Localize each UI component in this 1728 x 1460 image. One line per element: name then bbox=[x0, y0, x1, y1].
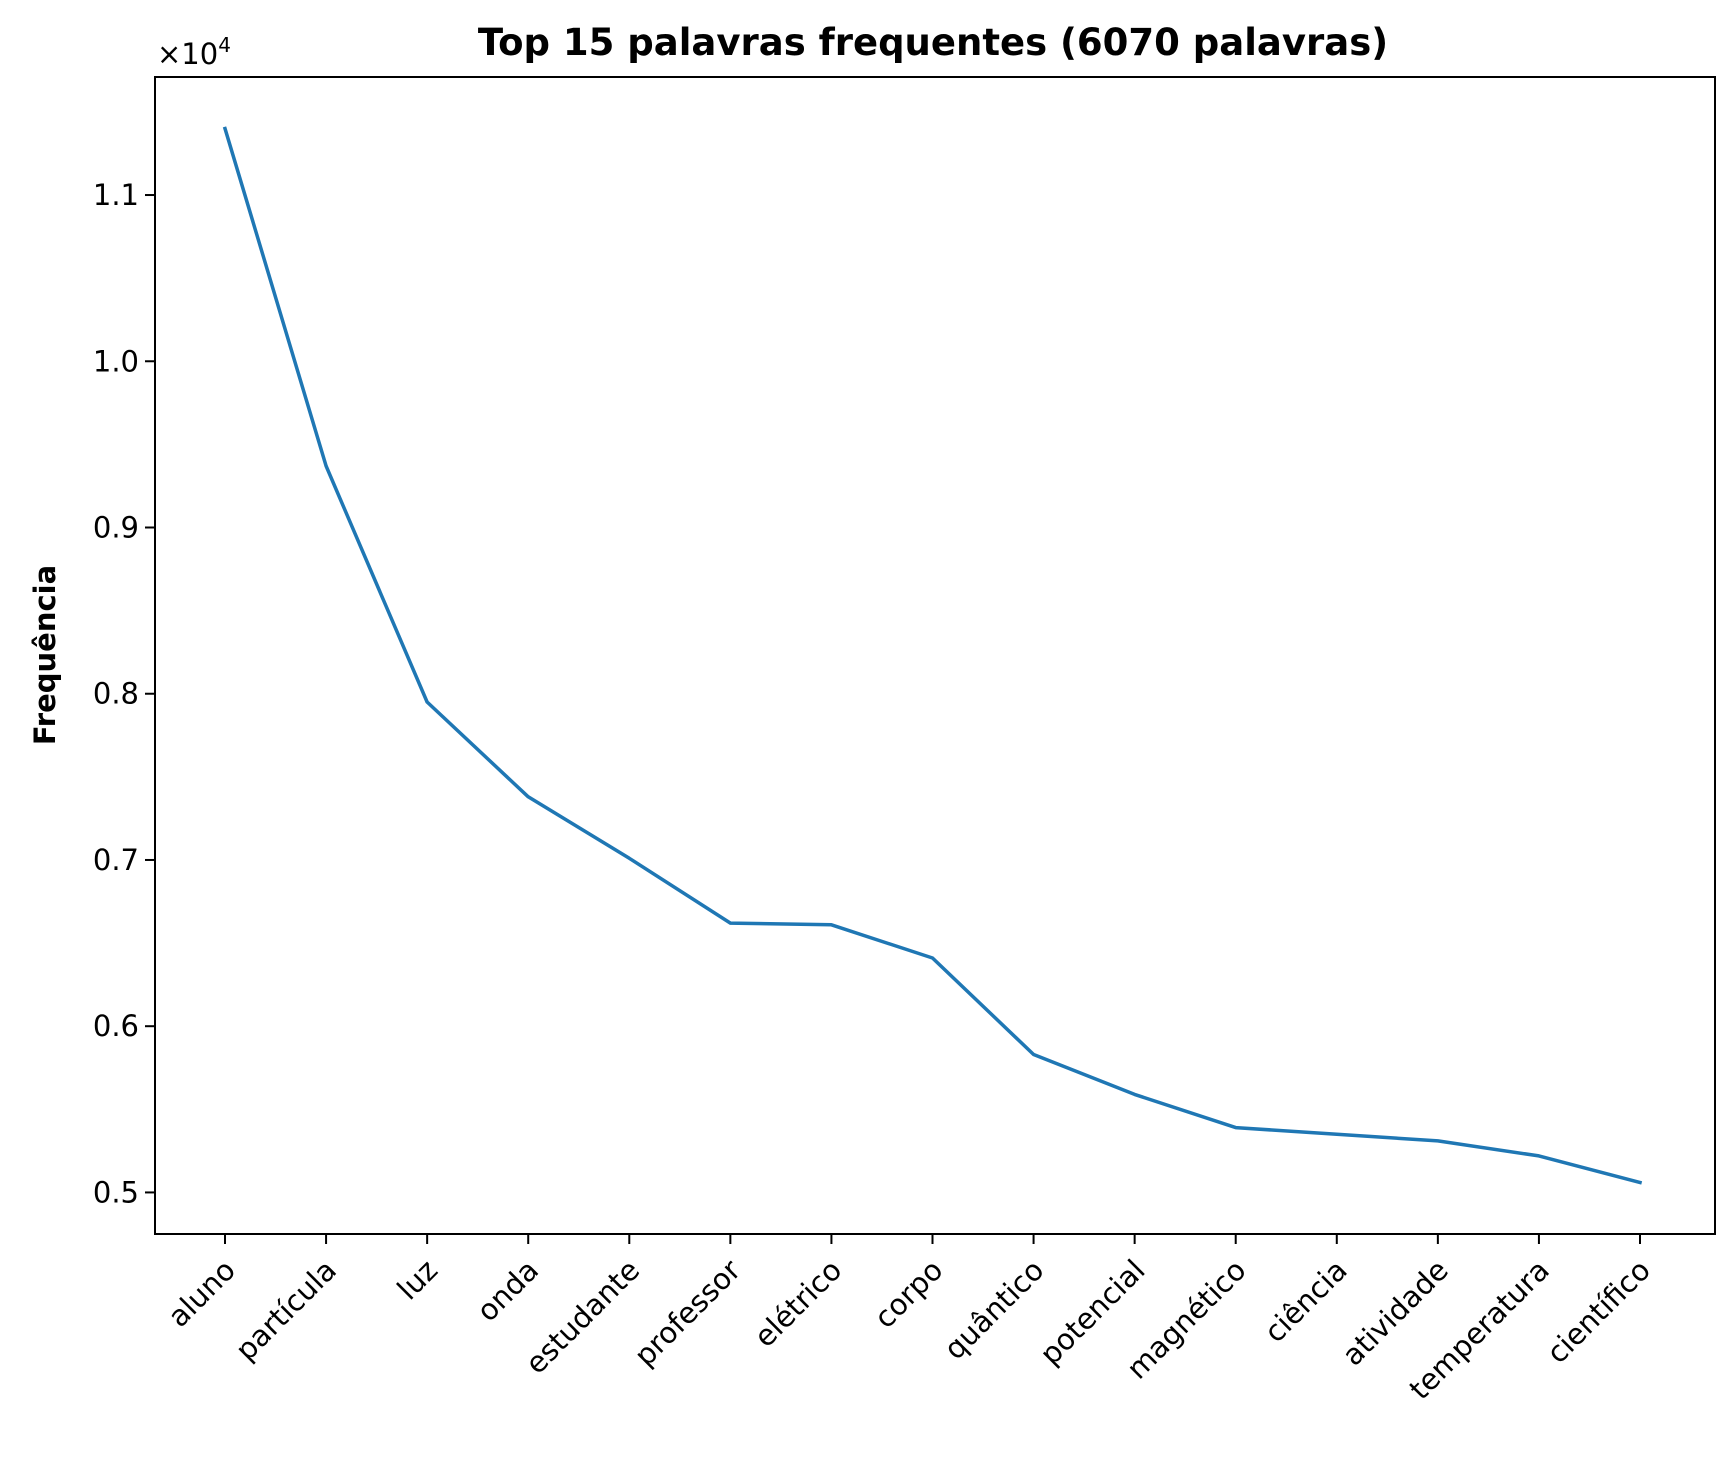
y-tick-label: 1.0 bbox=[93, 344, 139, 378]
y-tick-label: 0.7 bbox=[93, 843, 139, 877]
data-point bbox=[223, 127, 227, 131]
series-group bbox=[222, 126, 1643, 1185]
x-tick-label: elétrico bbox=[747, 1253, 848, 1354]
data-point bbox=[1436, 1139, 1440, 1143]
y-tick-label: 0.8 bbox=[93, 677, 139, 711]
y-tick-label: 0.5 bbox=[93, 1175, 139, 1209]
y-axis: 0.5 0.6 0.7 0.8 0.9 1.0 1.1 bbox=[93, 178, 155, 1209]
x-tick-label: científico bbox=[1540, 1253, 1657, 1370]
data-point bbox=[324, 464, 328, 468]
data-point bbox=[931, 956, 935, 960]
y-axis-label: Frequência bbox=[28, 565, 62, 745]
x-tick-label: luz bbox=[391, 1253, 445, 1307]
y-axis-offset-base: ×10 bbox=[157, 37, 218, 71]
data-point bbox=[1032, 1052, 1036, 1056]
x-tick-label: partícula bbox=[229, 1253, 343, 1367]
x-tick-label: aluno bbox=[161, 1253, 242, 1334]
y-axis-offset-label: ×104 bbox=[157, 33, 231, 71]
chart-title: Top 15 palavras frequentes (6070 palavra… bbox=[478, 21, 1388, 64]
y-tick-label: 1.1 bbox=[93, 178, 139, 212]
data-point bbox=[728, 921, 732, 925]
data-point bbox=[1335, 1132, 1339, 1136]
series-line-frequencia bbox=[222, 126, 1643, 1185]
x-tick-label: ciência bbox=[1258, 1253, 1354, 1349]
x-tick-label: professor bbox=[628, 1253, 748, 1373]
x-tick-label: onda bbox=[470, 1253, 545, 1328]
data-point bbox=[425, 700, 429, 704]
data-point bbox=[526, 795, 530, 799]
data-point bbox=[1234, 1126, 1238, 1130]
x-tick-label: corpo bbox=[868, 1253, 950, 1335]
data-point bbox=[1537, 1154, 1541, 1158]
plot-area bbox=[154, 76, 1716, 1235]
y-axis-offset-exponent: 4 bbox=[218, 33, 231, 57]
y-tick-label: 0.6 bbox=[93, 1009, 139, 1043]
data-point bbox=[1133, 1092, 1137, 1096]
axes-frame bbox=[154, 76, 1716, 1235]
data-point bbox=[1638, 1180, 1642, 1184]
data-point bbox=[829, 923, 833, 927]
data-point bbox=[627, 856, 631, 860]
y-tick-label: 0.9 bbox=[93, 510, 139, 544]
